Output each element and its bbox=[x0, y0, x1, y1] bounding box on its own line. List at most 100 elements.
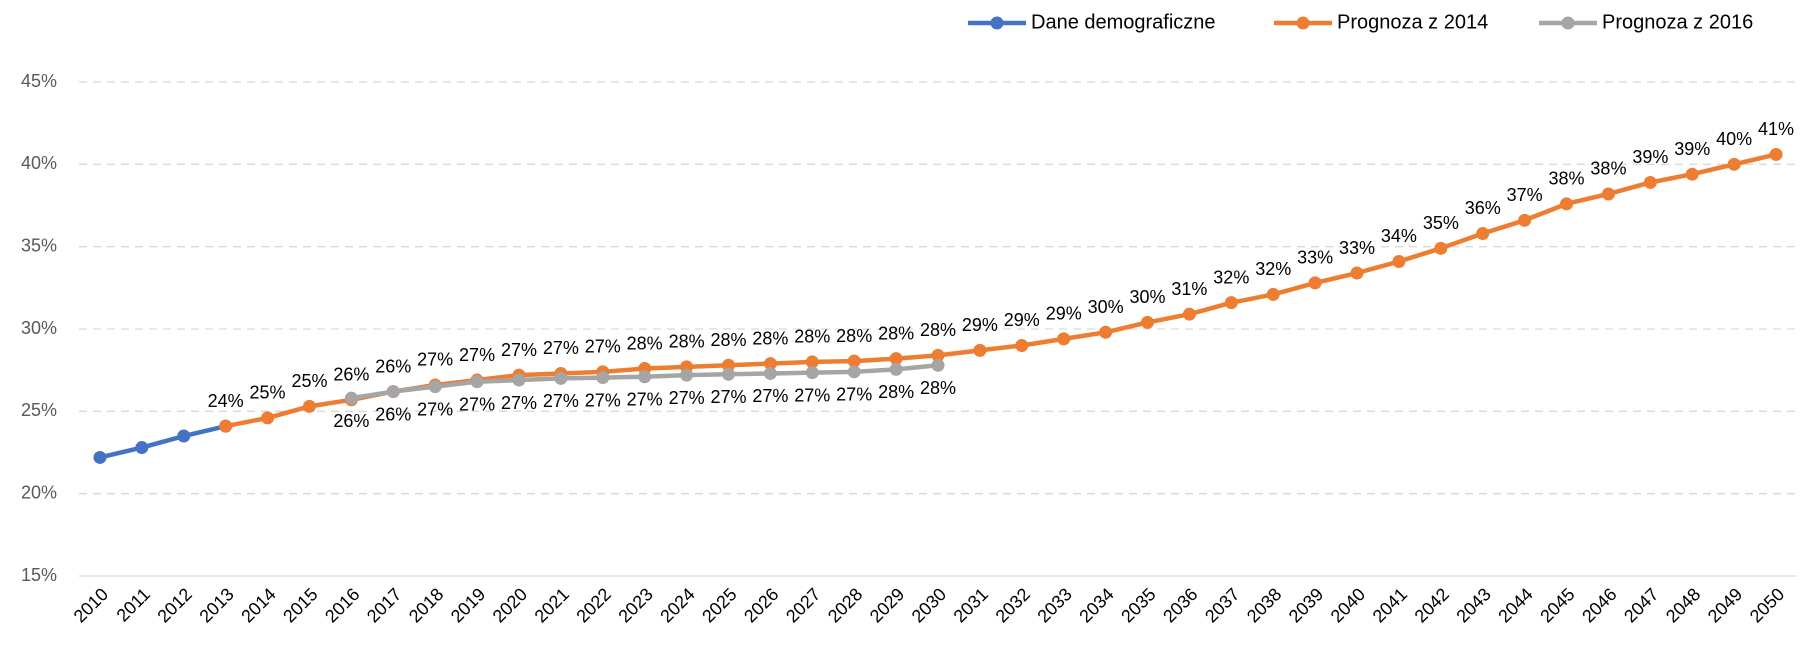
data-label: 26% bbox=[375, 356, 411, 376]
point bbox=[1057, 332, 1071, 346]
data-label: 26% bbox=[333, 411, 369, 431]
data-label: 27% bbox=[543, 338, 579, 358]
x-tick-label: 2047 bbox=[1620, 584, 1662, 626]
data-label: 27% bbox=[585, 390, 621, 410]
x-tick-label: 2011 bbox=[113, 584, 155, 626]
point bbox=[1099, 325, 1113, 339]
y-tick-label: 15% bbox=[21, 565, 57, 585]
data-label: 27% bbox=[501, 340, 537, 360]
point bbox=[763, 366, 777, 380]
x-tick-label: 2024 bbox=[656, 584, 698, 626]
x-tick-label: 2014 bbox=[237, 584, 279, 626]
point bbox=[135, 441, 149, 455]
point bbox=[177, 429, 191, 443]
x-tick-label: 2020 bbox=[489, 584, 531, 626]
legend-marker bbox=[1296, 16, 1310, 30]
data-label: 29% bbox=[1004, 310, 1040, 330]
data-label: 28% bbox=[752, 328, 788, 348]
point bbox=[386, 385, 400, 399]
data-label: 32% bbox=[1213, 267, 1249, 287]
point bbox=[1182, 307, 1196, 321]
point bbox=[805, 366, 819, 380]
y-tick-label: 35% bbox=[21, 235, 57, 255]
x-tick-label: 2046 bbox=[1578, 584, 1620, 626]
point bbox=[554, 371, 568, 385]
point bbox=[680, 368, 694, 382]
x-tick-label: 2012 bbox=[153, 584, 195, 626]
data-label: 35% bbox=[1423, 213, 1459, 233]
x-tick-label: 2029 bbox=[866, 584, 908, 626]
point bbox=[931, 358, 945, 372]
x-tick-label: 2036 bbox=[1159, 584, 1201, 626]
point bbox=[93, 450, 107, 464]
x-tick-label: 2041 bbox=[1369, 584, 1411, 626]
point bbox=[889, 352, 903, 366]
x-tick-label: 2022 bbox=[573, 584, 615, 626]
legend-label: Dane demograficzne bbox=[1031, 11, 1216, 33]
data-label: 28% bbox=[794, 327, 830, 347]
data-label: 25% bbox=[291, 371, 327, 391]
x-tick-label: 2026 bbox=[740, 584, 782, 626]
y-tick-label: 25% bbox=[21, 400, 57, 420]
x-tick-label: 2038 bbox=[1243, 584, 1285, 626]
x-tick-label: 2015 bbox=[279, 584, 321, 626]
point bbox=[1392, 254, 1406, 268]
point bbox=[344, 391, 358, 405]
data-label: 27% bbox=[794, 385, 830, 405]
data-label: 28% bbox=[627, 333, 663, 353]
data-label: 27% bbox=[710, 387, 746, 407]
data-label: 36% bbox=[1465, 198, 1501, 218]
x-tick-label: 2027 bbox=[782, 584, 824, 626]
y-tick-label: 45% bbox=[21, 71, 57, 91]
point bbox=[1434, 241, 1448, 255]
data-label: 27% bbox=[585, 337, 621, 357]
data-label: 27% bbox=[752, 386, 788, 406]
x-tick-label: 2033 bbox=[1033, 584, 1075, 626]
data-label: 33% bbox=[1297, 248, 1333, 268]
point bbox=[428, 380, 442, 394]
point bbox=[1685, 167, 1699, 181]
x-tick-label: 2050 bbox=[1746, 584, 1788, 626]
data-label: 39% bbox=[1632, 147, 1668, 167]
point bbox=[596, 371, 610, 385]
data-label: 27% bbox=[459, 394, 495, 414]
point bbox=[721, 367, 735, 381]
point bbox=[1769, 147, 1783, 161]
point bbox=[1727, 157, 1741, 171]
point bbox=[1350, 266, 1364, 280]
point bbox=[721, 358, 735, 372]
data-label: 30% bbox=[1129, 287, 1165, 307]
point bbox=[931, 348, 945, 362]
data-label: 27% bbox=[501, 393, 537, 413]
x-tick-label: 2019 bbox=[447, 584, 489, 626]
data-label: 40% bbox=[1716, 129, 1752, 149]
point bbox=[889, 362, 903, 376]
y-tick-label: 30% bbox=[21, 318, 57, 338]
data-label: 28% bbox=[920, 320, 956, 340]
point bbox=[847, 354, 861, 368]
point bbox=[847, 365, 861, 379]
point bbox=[805, 355, 819, 369]
point bbox=[1643, 175, 1657, 189]
x-tick-label: 2023 bbox=[614, 584, 656, 626]
point bbox=[1308, 276, 1322, 290]
point bbox=[512, 373, 526, 387]
point bbox=[219, 419, 233, 433]
data-label: 26% bbox=[333, 365, 369, 385]
point bbox=[1224, 296, 1238, 310]
data-label: 29% bbox=[962, 315, 998, 335]
x-tick-label: 2043 bbox=[1452, 584, 1494, 626]
data-label: 28% bbox=[710, 330, 746, 350]
data-label: 31% bbox=[1171, 279, 1207, 299]
data-label: 24% bbox=[208, 391, 244, 411]
data-label: 37% bbox=[1507, 185, 1543, 205]
x-tick-label: 2049 bbox=[1704, 584, 1746, 626]
x-tick-label: 2037 bbox=[1201, 584, 1243, 626]
point bbox=[638, 370, 652, 384]
data-label: 33% bbox=[1339, 238, 1375, 258]
data-label: 27% bbox=[543, 391, 579, 411]
data-label: 34% bbox=[1381, 226, 1417, 246]
data-label: 27% bbox=[836, 385, 872, 405]
data-label: 32% bbox=[1255, 259, 1291, 279]
